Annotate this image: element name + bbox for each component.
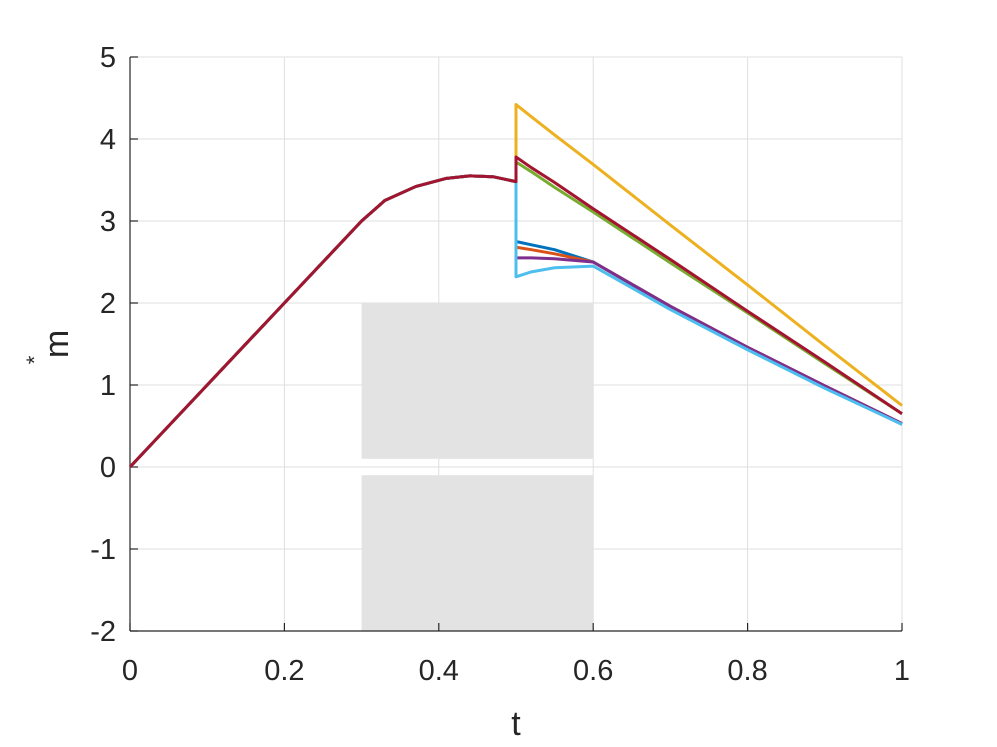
x-tick-label: 1 bbox=[894, 655, 910, 687]
x-tick-label: 0.6 bbox=[573, 655, 613, 687]
x-tick-label: 0.4 bbox=[419, 655, 459, 687]
x-axis-label: t bbox=[511, 705, 521, 743]
x-tick-label: 0.8 bbox=[727, 655, 767, 687]
y-tick-label: 4 bbox=[100, 124, 116, 156]
y-tick-label: 1 bbox=[100, 370, 116, 402]
y-tick-label: -1 bbox=[90, 534, 116, 566]
y-tick-label: -2 bbox=[90, 616, 116, 648]
x-tick-label: 0.2 bbox=[264, 655, 304, 687]
x-tick-label: 0 bbox=[122, 655, 138, 687]
y-tick-label: 2 bbox=[100, 288, 116, 320]
y-axis-label: m * bbox=[22, 330, 76, 364]
y-tick-label: 0 bbox=[100, 452, 116, 484]
y-axis-label-superscript: * bbox=[22, 355, 47, 364]
series-line bbox=[128, 155, 903, 469]
y-axis-label-base: m bbox=[38, 330, 76, 358]
shaded-region bbox=[361, 475, 594, 631]
y-tick-label: 5 bbox=[100, 42, 116, 74]
shaded-region bbox=[361, 303, 594, 459]
y-tick-label: 3 bbox=[100, 206, 116, 238]
